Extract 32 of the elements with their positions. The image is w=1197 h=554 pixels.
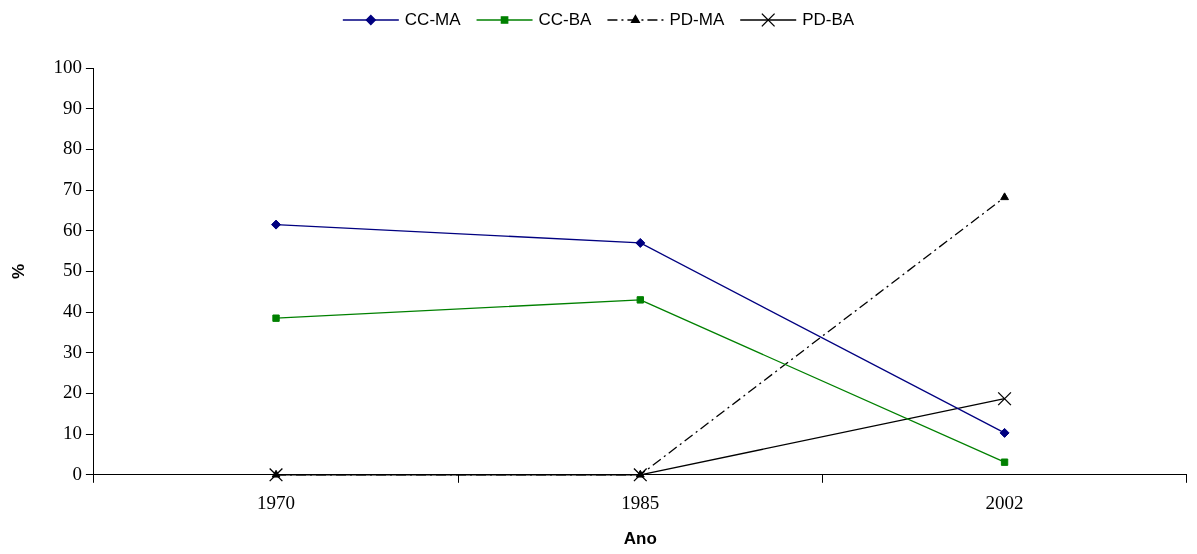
y-tick-label: 0 — [72, 462, 82, 484]
point — [997, 391, 1012, 406]
point — [272, 314, 280, 322]
point — [1000, 192, 1009, 201]
y-tick-label: 80 — [62, 137, 82, 159]
y-axis-title: % — [8, 263, 28, 279]
legend-label: CC-MA — [404, 9, 462, 29]
y-tick-label: 60 — [62, 218, 82, 240]
y-tick-label: 70 — [62, 178, 82, 200]
y-tick-label: 30 — [62, 340, 82, 362]
point — [636, 296, 644, 304]
legend-label: PD-MA — [669, 9, 725, 29]
legend-label: CC-BA — [538, 9, 593, 29]
legend-label: PD-BA — [802, 9, 855, 29]
y-tick-label: 50 — [62, 259, 82, 281]
point — [635, 237, 646, 248]
x-axis-title: Ano — [623, 529, 657, 549]
x-tick-label: 1970 — [257, 492, 296, 514]
point — [271, 219, 282, 230]
x-tick-label: 2002 — [985, 492, 1024, 514]
point — [271, 469, 281, 478]
point — [269, 467, 284, 482]
y-tick-label: 90 — [62, 96, 82, 118]
y-tick-label: 100 — [53, 55, 82, 77]
y-tick-label: 20 — [62, 381, 82, 403]
y-tick-label: 10 — [62, 422, 82, 444]
point — [633, 467, 648, 482]
point — [1000, 458, 1009, 466]
point — [635, 469, 645, 478]
point — [999, 427, 1010, 438]
y-tick-label: 40 — [62, 300, 82, 322]
x-tick-label: 1985 — [621, 492, 660, 514]
